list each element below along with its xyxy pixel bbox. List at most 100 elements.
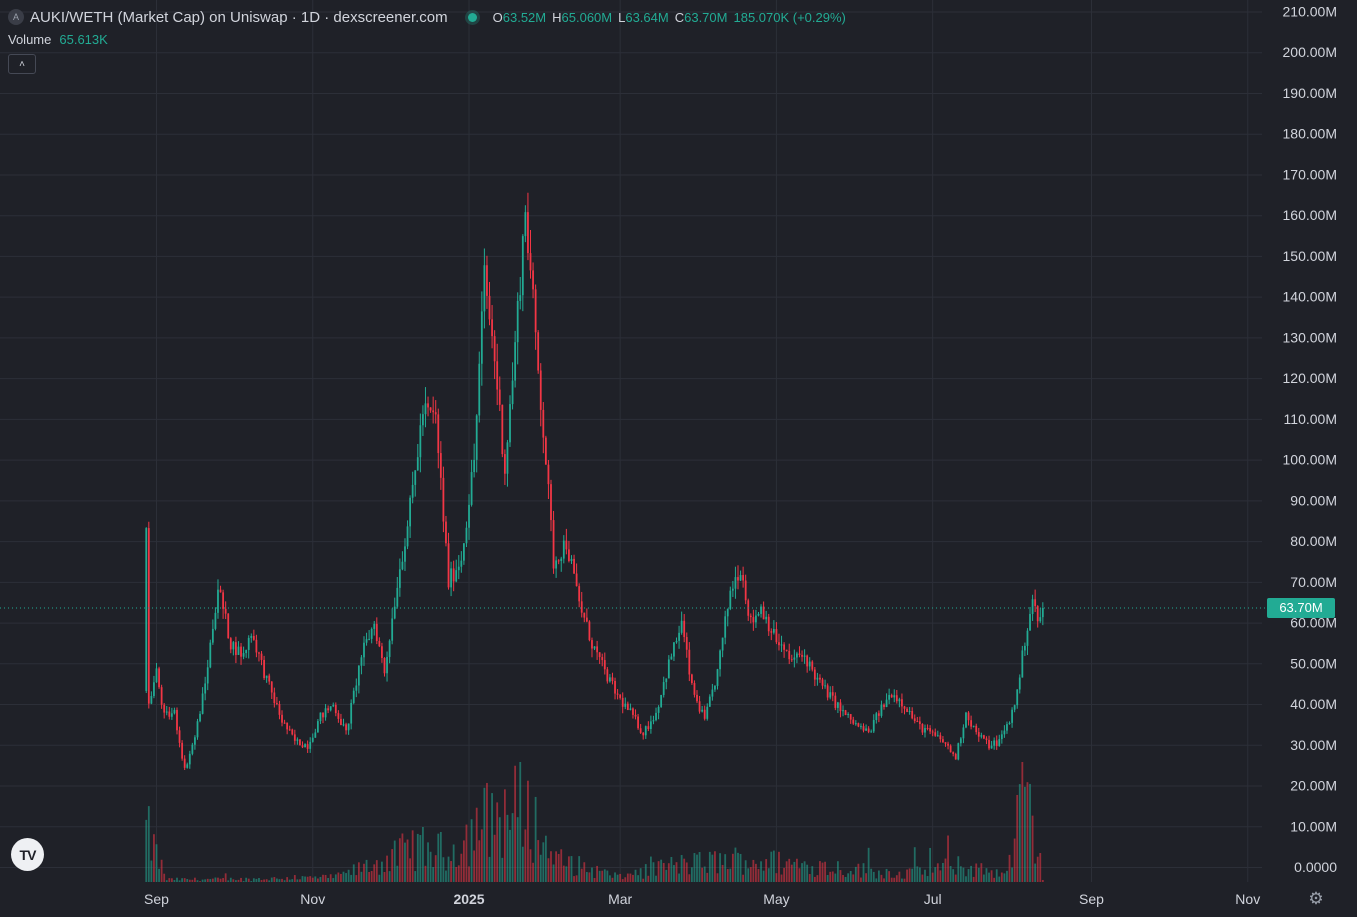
volume-bar <box>772 850 775 882</box>
volume-bar <box>360 871 363 882</box>
volume-bar <box>168 878 171 882</box>
candle-body <box>721 637 724 651</box>
candle-body <box>552 520 555 569</box>
candle-body <box>652 720 655 722</box>
volume-bar <box>834 873 837 882</box>
volume-bar <box>170 878 173 882</box>
candle-body <box>391 618 394 641</box>
candle-body <box>480 311 483 364</box>
volume-bar <box>980 863 983 882</box>
candle-body <box>596 646 598 653</box>
candle-body <box>798 653 801 655</box>
candle-body <box>217 589 219 613</box>
volume-bar <box>524 829 527 882</box>
volume-bar <box>667 863 670 882</box>
volume-bar <box>176 877 178 882</box>
volume-bar <box>486 782 488 882</box>
volume-bar <box>383 871 386 882</box>
volume-bar <box>160 859 163 882</box>
candle-body <box>591 640 593 649</box>
volume-bar <box>749 867 752 882</box>
candle-body <box>276 703 278 705</box>
candle-body <box>537 332 540 371</box>
volume-bar <box>644 864 647 882</box>
candle-body <box>324 708 327 718</box>
volume-bar <box>588 872 591 882</box>
candle-body <box>714 685 716 690</box>
settings-gear-icon[interactable]: ⚙ <box>1308 889 1324 908</box>
candle-body <box>834 695 837 708</box>
volume-bar <box>783 867 785 882</box>
candle-body <box>268 675 271 682</box>
volume-bar <box>824 861 826 882</box>
volume-bar <box>432 867 435 882</box>
volume-bar <box>227 880 230 882</box>
candle-body <box>145 528 148 691</box>
candle-body <box>247 637 250 650</box>
volume-bar <box>550 851 552 882</box>
x-tick-label: May <box>763 891 789 907</box>
candle-body <box>716 669 719 686</box>
candle-body <box>819 677 821 680</box>
volume-bar <box>849 870 852 882</box>
market-status-icon[interactable] <box>467 12 477 22</box>
last-price-tag: 63.70M <box>1267 597 1335 618</box>
candle-body <box>790 659 793 661</box>
candle-body <box>975 725 978 733</box>
volume-bar <box>501 857 504 882</box>
candle-body <box>414 470 417 485</box>
candle-body <box>931 731 934 733</box>
volume-bar <box>596 865 598 882</box>
candle-body <box>560 558 563 562</box>
candle-body <box>265 675 268 679</box>
volume-bar <box>698 851 701 882</box>
volume-bar <box>475 807 478 882</box>
candle-body <box>585 617 588 622</box>
candle-body <box>393 606 396 619</box>
candle-body <box>780 644 783 646</box>
volume-bar <box>808 874 811 882</box>
candle-body <box>368 638 371 640</box>
volume-bar <box>583 862 586 882</box>
volume-bar <box>601 870 604 882</box>
candle-body <box>993 740 996 746</box>
volume-bar <box>603 869 606 882</box>
tradingview-logo[interactable]: TV <box>11 838 44 871</box>
volume-bar <box>624 877 627 882</box>
volume-bar <box>865 873 867 882</box>
volume-bar <box>1034 863 1037 882</box>
volume-bar <box>173 880 176 882</box>
volume-bar <box>340 873 342 882</box>
volume-bar <box>693 853 696 882</box>
volume-bar <box>452 844 455 882</box>
candle-body <box>509 404 511 443</box>
volume-bar <box>496 802 499 882</box>
low-value: 63.64M <box>625 9 669 25</box>
candle-body <box>1021 650 1024 678</box>
candle-body <box>316 721 319 733</box>
candle-body <box>1041 607 1044 618</box>
volume-bar <box>345 873 347 882</box>
candle-body <box>486 265 488 296</box>
volume-bar <box>949 866 952 882</box>
volume-bar <box>609 875 611 882</box>
volume-bar <box>796 858 798 882</box>
volume-bar <box>429 851 432 882</box>
volume-bar <box>660 859 663 882</box>
volume-bar <box>324 874 327 882</box>
candle-body <box>273 692 276 704</box>
volume-bar <box>806 864 809 882</box>
volume-bar <box>252 878 255 882</box>
collapse-legend-button[interactable]: ˄ <box>8 54 36 74</box>
change-value: 185.070K (+0.29%) <box>733 9 846 25</box>
candle-body <box>160 687 163 705</box>
candle-body <box>350 702 353 724</box>
candle-body <box>977 732 980 737</box>
candle-body <box>153 682 155 697</box>
volume-bar <box>688 874 691 882</box>
volume-bar <box>1011 867 1013 882</box>
volume-bar <box>283 880 286 882</box>
volume-bar <box>916 866 919 882</box>
candle-body <box>921 723 924 733</box>
